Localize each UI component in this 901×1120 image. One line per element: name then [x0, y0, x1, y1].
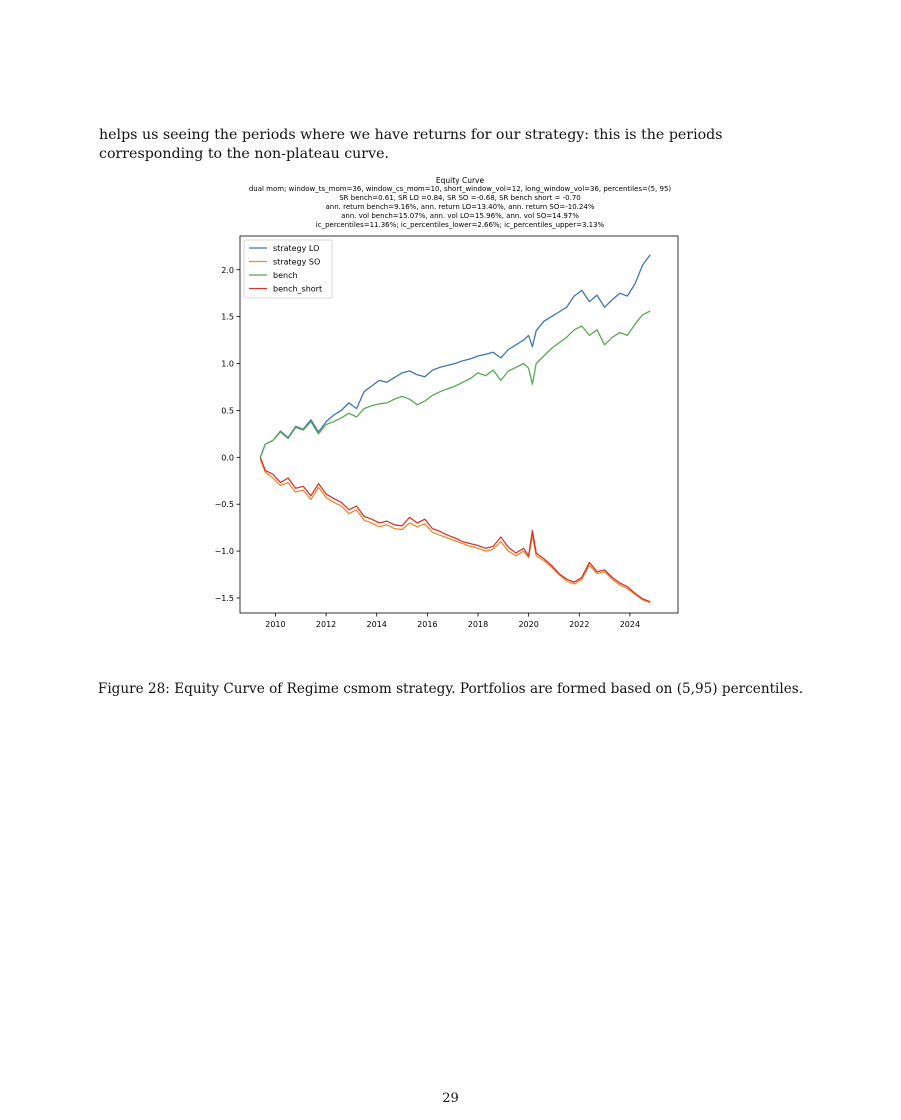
legend: strategy LO strategy SO bench bench_short: [243, 239, 333, 299]
chart-subtitle-line: ann. vol bench=15.07%, ann. vol LO=15.96…: [341, 212, 579, 220]
y-tick-label: 0.0: [221, 453, 234, 462]
series-line-strategy-lo: [259, 254, 651, 458]
series-layer: [259, 254, 651, 604]
legend-label: bench: [273, 271, 298, 280]
chart-subtitle-line: ann. return bench=9.16%, ann. return LO=…: [326, 203, 595, 211]
plot-area-frame: [239, 235, 679, 614]
x-tick-label: 2012: [316, 620, 336, 629]
y-tick-label: 2.0: [221, 266, 234, 275]
x-tick-label: 2022: [569, 620, 589, 629]
y-tick-label: −1.5: [215, 594, 234, 603]
legend-items: strategy LO strategy SO bench bench_short: [249, 244, 322, 294]
y-tick-label: 0.5: [221, 406, 234, 415]
axis-layer: 2010 2012 2014 2016 2018 2020 2022 2024 −1.5 −1.0…: [215, 266, 641, 629]
legend-label: strategy LO: [273, 244, 319, 253]
x-tick-label: 2018: [468, 620, 488, 629]
legend-box: [243, 239, 333, 299]
y-tick-label: −1.0: [215, 547, 234, 556]
y-tick-label: 1.0: [221, 360, 234, 369]
equity-curve-chart: Equity Curve dual mom; window_ts_mom=36,…: [215, 176, 679, 629]
chart-subtitle-line: dual mom; window_ts_mom=36, window_cs_mo…: [249, 185, 672, 193]
x-tick-label: 2016: [417, 620, 437, 629]
x-tick-label: 2024: [620, 620, 640, 629]
y-tick-label: −0.5: [215, 500, 234, 509]
chart-title: Equity Curve: [436, 176, 485, 185]
legend-label: strategy SO: [273, 258, 320, 267]
page-number: 29: [442, 1091, 459, 1106]
series-line-bench-short: [259, 457, 651, 603]
body-paragraph: helps us seeing the periods where we hav…: [99, 127, 723, 162]
figure-caption: Figure 28: Equity Curve of Regime csmom …: [97, 681, 804, 697]
series-line-bench: [259, 310, 651, 458]
x-tick-label: 2020: [518, 620, 538, 629]
legend-label: bench_short: [273, 285, 322, 294]
y-tick-label: 1.5: [221, 313, 234, 322]
series-line-strategy-so: [259, 458, 651, 604]
chart-subtitle-line: SR bench=0.61, SR LO =0.84, SR SO =-0.68…: [339, 194, 581, 202]
x-tick-label: 2010: [265, 620, 285, 629]
chart-subtitle-line: ic_percentiles=11.36%; ic_percentiles_lo…: [316, 221, 605, 229]
x-tick-label: 2014: [367, 620, 387, 629]
equity-curve-figure: Equity Curve dual mom; window_ts_mom=36,…: [200, 174, 720, 634]
